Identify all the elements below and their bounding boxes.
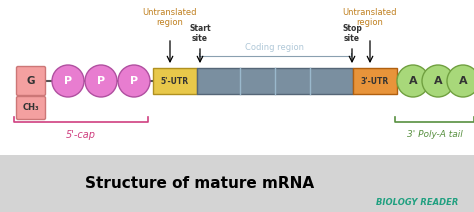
Text: 5'-cap: 5'-cap [66, 130, 96, 140]
Text: 5'-UTR: 5'-UTR [161, 77, 189, 85]
Text: Coding region: Coding region [246, 43, 304, 52]
FancyBboxPatch shape [17, 67, 46, 95]
Ellipse shape [85, 65, 117, 97]
Text: Start
site: Start site [189, 24, 211, 43]
Text: CH₃: CH₃ [23, 103, 39, 113]
Bar [153, 68, 197, 94]
FancyBboxPatch shape [17, 96, 46, 120]
Text: Untranslated
region: Untranslated region [143, 8, 197, 27]
Text: Stop
site: Stop site [342, 24, 362, 43]
Text: Structure of mature mRNA: Structure of mature mRNA [84, 176, 314, 191]
Text: G: G [27, 76, 35, 86]
Text: A: A [459, 76, 467, 86]
Bar [0, 155, 474, 212]
Text: P: P [130, 76, 138, 86]
Ellipse shape [52, 65, 84, 97]
Text: A: A [434, 76, 442, 86]
Text: P: P [64, 76, 72, 86]
Text: BIOLOGY READER: BIOLOGY READER [376, 198, 458, 207]
Text: A: A [409, 76, 417, 86]
Ellipse shape [397, 65, 429, 97]
Text: P: P [97, 76, 105, 86]
Bar [197, 68, 353, 94]
Ellipse shape [118, 65, 150, 97]
Bar [353, 68, 397, 94]
Text: 3' Poly-A tail: 3' Poly-A tail [407, 130, 462, 139]
Ellipse shape [447, 65, 474, 97]
Bar [0, 0, 474, 155]
Ellipse shape [422, 65, 454, 97]
Text: Untranslated
region: Untranslated region [343, 8, 397, 27]
Text: 3'-UTR: 3'-UTR [361, 77, 389, 85]
